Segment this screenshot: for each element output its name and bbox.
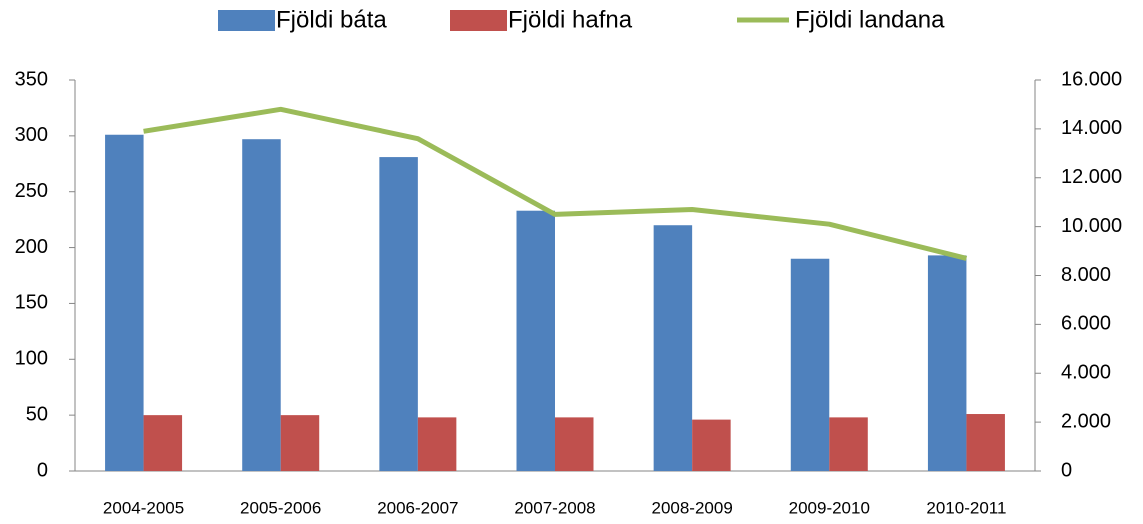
y-tick-label: 100 [15, 348, 48, 370]
y2-tick-label: 6.000 [1061, 313, 1111, 335]
x-tick-label: 2010-2011 [926, 498, 1006, 517]
x-tick-label: 2008-2009 [651, 498, 732, 517]
y-tick-label: 350 [15, 68, 48, 90]
bar [927, 255, 967, 471]
x-tick-label: 2007-2008 [514, 498, 595, 517]
y2-tick-label: 0 [1061, 459, 1072, 481]
bar [653, 225, 693, 471]
bar [692, 419, 731, 471]
bar [242, 139, 281, 472]
y-tick-label: 150 [15, 292, 48, 314]
y-tick-label: 250 [15, 180, 48, 202]
bar [829, 417, 868, 471]
bar [143, 415, 183, 471]
bar [966, 414, 1005, 471]
legend-label: Fjöldi hafna [508, 6, 633, 33]
x-tick-label: 2005-2006 [240, 498, 321, 517]
x-tick-label: 2006-2007 [377, 498, 458, 517]
legend-swatch [218, 10, 275, 31]
line [143, 106, 968, 261]
y2-tick-label: 4.000 [1061, 362, 1111, 384]
x-tick-label: 2009-2010 [789, 498, 870, 517]
legend-swatch [450, 10, 507, 31]
y2-tick-label: 10.000 [1061, 215, 1122, 237]
y-tick-label: 300 [15, 124, 48, 146]
bar [105, 134, 144, 472]
bar [516, 210, 555, 471]
x-tick-label: 2004-2005 [103, 498, 184, 517]
bar [790, 258, 830, 471]
legend-label: Fjöldi báta [276, 6, 387, 33]
bar [417, 417, 457, 471]
y-tick-label: 0 [37, 459, 48, 481]
bar [280, 415, 320, 471]
bar [555, 417, 594, 471]
y-tick-label: 200 [15, 236, 48, 258]
y2-tick-label: 8.000 [1061, 264, 1111, 286]
y2-tick-label: 2.000 [1061, 410, 1111, 432]
y-tick-label: 50 [26, 403, 48, 425]
y2-tick-label: 12.000 [1061, 166, 1122, 188]
legend-label: Fjöldi landana [795, 6, 945, 33]
y2-tick-label: 14.000 [1061, 117, 1122, 139]
bar [379, 157, 418, 471]
y2-tick-label: 16.000 [1061, 68, 1122, 90]
